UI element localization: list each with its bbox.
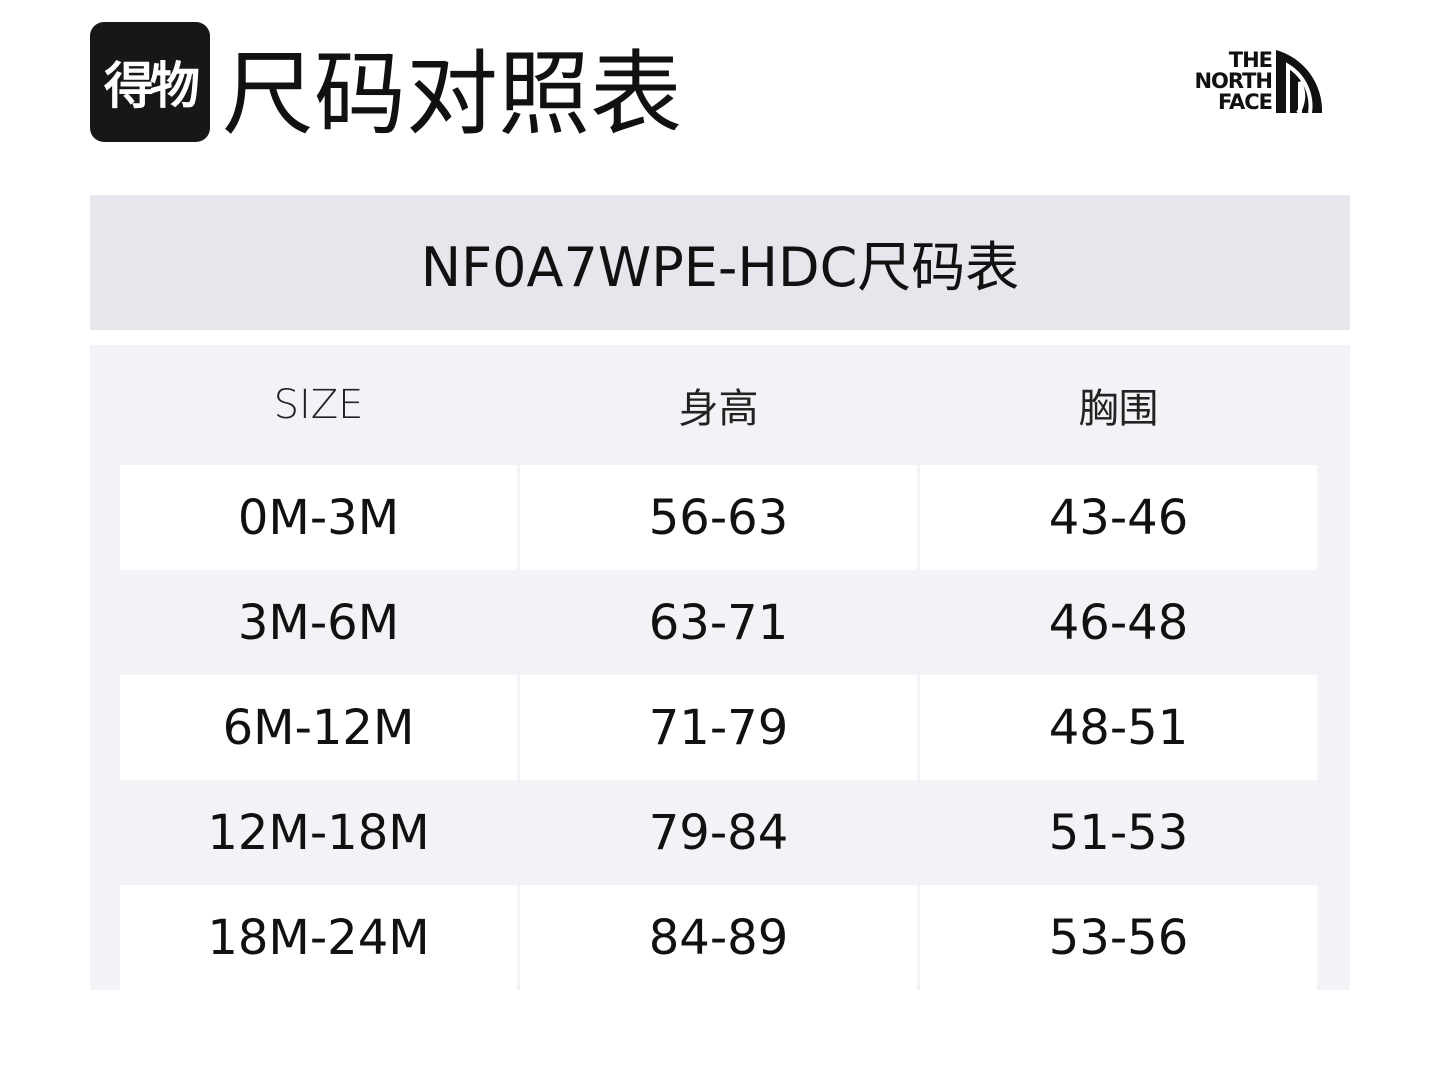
column-header: SIZE [273,382,364,428]
table-cell: 48-51 [920,675,1317,780]
table-cell: 0M-3M [120,465,517,570]
table-cell: 79-84 [648,804,789,861]
table-cell: 51-53 [1048,804,1189,861]
column-header: 胸围 [1078,386,1159,432]
table-cell: 71-79 [520,675,917,780]
table-cell: 18M-24M [120,885,517,990]
table-cell: 56-63 [520,465,917,570]
brand-text: FACE [1218,90,1273,114]
table-cell: 43-46 [920,465,1317,570]
column-header: 身高 [678,386,759,432]
table-cell: 53-56 [920,885,1317,990]
table-cell: 6M-12M [120,675,517,780]
table-cell: 84-89 [520,885,917,990]
table-cell: 63-71 [648,594,789,651]
app-logo: 得物 [90,22,210,142]
brand-text: THE [1228,48,1273,72]
table-cell: 3M-6M [237,594,400,651]
page-title: 尺码对照表 [222,41,683,148]
size-table: SIZE 身高 胸围 0M-3M 56-63 43-46 3M-6M 63-71 46-48 6M… [90,345,1350,990]
brand-text: NORTH [1194,69,1273,93]
table-title: NF0A7WPE-HDC尺码表 [90,195,1350,330]
brand-dome [1276,50,1323,114]
table-cell: 12M-18M [207,804,430,861]
table-cell: 46-48 [1048,594,1189,651]
